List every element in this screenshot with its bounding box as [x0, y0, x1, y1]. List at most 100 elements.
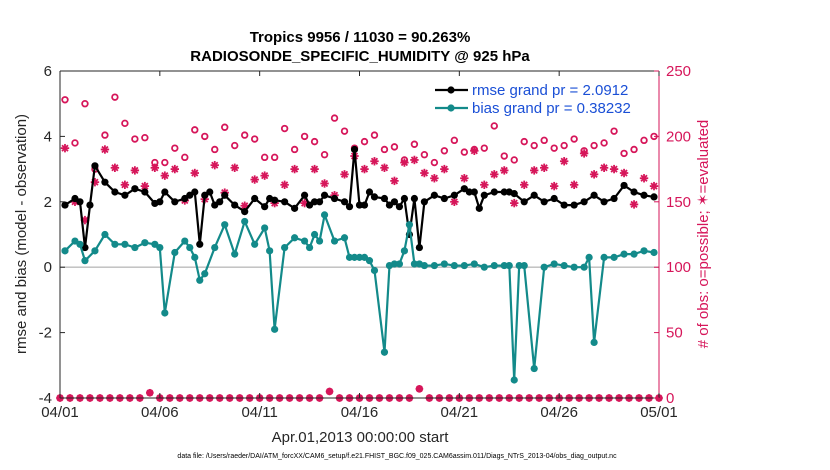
- count-possible-point: [630, 145, 638, 154]
- count-evaluated-point: [520, 180, 529, 189]
- count-possible-point: [380, 145, 389, 154]
- rmse-point: [355, 201, 364, 209]
- rmse-point: [231, 201, 239, 209]
- count-evaluated-point: [380, 163, 389, 172]
- bias-point: [261, 224, 269, 232]
- rmse-point: [61, 201, 69, 209]
- bias-point: [530, 364, 538, 373]
- count-possible-point: [181, 153, 189, 162]
- x-tick-label: 04/01: [41, 404, 79, 421]
- count-possible-point: [560, 141, 568, 150]
- rmse-point: [410, 194, 419, 203]
- bias-point: [505, 261, 513, 270]
- count-possible-point: [221, 123, 229, 131]
- rmse-point: [221, 191, 229, 199]
- bias-point: [390, 260, 399, 268]
- count-possible-point: [390, 143, 399, 151]
- count-possible-point: [570, 135, 578, 143]
- rmse-point: [206, 188, 214, 196]
- count-evaluated-point: [250, 175, 259, 184]
- rmse-point: [261, 203, 269, 211]
- rmse-point: [91, 162, 99, 170]
- rmse-point: [111, 188, 119, 196]
- count-zero-evaluated-point: [415, 385, 424, 393]
- y-left-tick-label: 2: [44, 194, 52, 211]
- count-evaluated-point: [130, 166, 140, 175]
- rmse-point: [530, 191, 538, 199]
- x-axis-label: Apr.01,2013 00:00:00 start: [272, 429, 450, 446]
- rmse-point: [600, 198, 608, 206]
- bias-point: [231, 250, 239, 258]
- plot-area: [60, 71, 659, 398]
- bias-point: [405, 221, 414, 229]
- count-evaluated-point: [410, 155, 419, 165]
- bias-point: [340, 234, 349, 242]
- count-possible-point: [430, 158, 439, 167]
- rmse-point: [580, 198, 588, 206]
- rmse-point: [540, 198, 548, 206]
- count-possible-point: [171, 144, 179, 152]
- count-evaluated-point: [639, 174, 649, 183]
- rmse-point: [500, 188, 508, 196]
- count-evaluated-point: [60, 143, 70, 153]
- count-possible-point: [510, 156, 518, 164]
- bias-point: [91, 247, 99, 255]
- count-possible-point: [300, 132, 309, 141]
- bias-point: [156, 243, 164, 252]
- count-possible-point: [330, 114, 339, 122]
- count-possible-point: [590, 141, 598, 150]
- bias-point: [600, 253, 608, 261]
- bias-point: [266, 247, 274, 255]
- bias-point: [620, 250, 628, 258]
- count-possible-point: [191, 126, 199, 134]
- count-possible-point: [450, 136, 459, 145]
- bias-point: [201, 270, 209, 278]
- count-possible-point: [480, 144, 488, 152]
- count-evaluated-point: [170, 164, 180, 174]
- count-evaluated-point: [420, 168, 429, 178]
- count-possible-point: [111, 93, 119, 101]
- rmse-point: [570, 201, 578, 209]
- rmse-point: [380, 194, 389, 203]
- count-evaluated-point: [310, 164, 319, 174]
- count-possible-point: [600, 139, 608, 147]
- bias-point: [320, 211, 329, 219]
- rmse-point: [550, 194, 558, 203]
- bias-point: [101, 230, 109, 239]
- rmse-point: [300, 191, 309, 199]
- bias-point: [570, 263, 578, 271]
- count-possible-point: [360, 137, 369, 146]
- bias-point: [490, 261, 498, 270]
- bias-point: [590, 338, 598, 347]
- bias-point: [550, 260, 558, 268]
- rmse-point: [161, 188, 169, 196]
- rmse-point: [420, 198, 428, 206]
- rmse-point: [251, 194, 259, 203]
- count-possible-point: [131, 135, 139, 143]
- y-right-tick-label: 100: [666, 259, 691, 276]
- rmse-point: [440, 194, 448, 203]
- count-possible-point: [201, 132, 209, 141]
- rmse-point: [470, 188, 478, 196]
- rmse-point: [560, 201, 568, 209]
- bias-point: [350, 253, 359, 261]
- count-evaluated-point: [450, 197, 459, 206]
- bias-point: [251, 240, 259, 248]
- rmse-point: [640, 191, 648, 199]
- bias-point: [161, 309, 169, 317]
- rmse-point: [315, 198, 324, 206]
- x-tick-label: 04/06: [141, 404, 179, 421]
- y-right-tick-label: 50: [666, 325, 683, 342]
- bias-point: [470, 260, 478, 268]
- legend: rmse grand pr = 2.0912 bias grand pr = 0…: [435, 82, 631, 117]
- bias-point: [650, 248, 658, 257]
- count-possible-point: [440, 147, 449, 155]
- rmse-point: [610, 194, 618, 203]
- rmse-point: [271, 196, 279, 204]
- count-evaluated-point: [360, 164, 369, 174]
- bias-point: [480, 263, 488, 271]
- rmse-point: [310, 198, 319, 206]
- rmse-point: [320, 191, 329, 199]
- count-evaluated-point: [390, 176, 399, 186]
- rmse-point: [510, 190, 518, 198]
